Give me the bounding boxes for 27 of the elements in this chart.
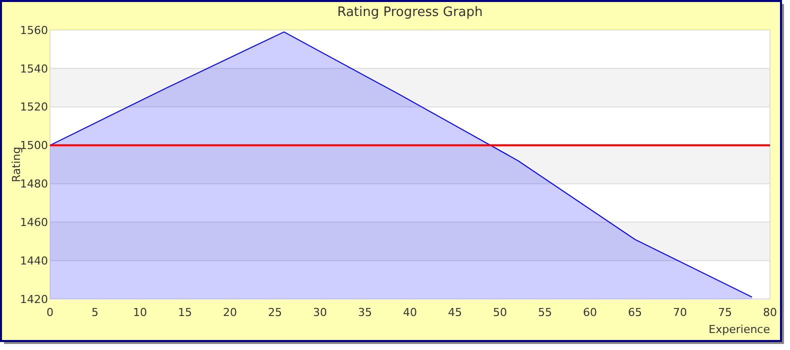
- y-tick-label: 1480: [20, 178, 48, 191]
- y-tick-label: 1560: [20, 24, 48, 37]
- y-tick-label: 1440: [20, 254, 48, 268]
- x-tick-label: 75: [718, 306, 732, 319]
- x-tick-label: 65: [628, 306, 642, 319]
- x-tick-label: 25: [268, 306, 282, 319]
- y-tick-label: 1540: [20, 62, 48, 76]
- x-tick-label: 55: [538, 306, 552, 319]
- x-tick-label: 10: [133, 306, 147, 319]
- x-tick-label: 80: [763, 306, 777, 319]
- x-tick-label: 5: [92, 306, 98, 319]
- y-tick-label: 1520: [20, 100, 48, 114]
- x-tick-label: 30: [313, 306, 327, 319]
- x-tick-label: 15: [178, 306, 192, 319]
- y-tick-label: 1460: [20, 216, 48, 229]
- y-axis-title: Rating: [10, 146, 23, 182]
- x-tick-label: 35: [358, 306, 372, 319]
- y-tick-label: 1420: [20, 292, 48, 306]
- x-tick-label: 40: [403, 306, 417, 319]
- x-axis-title: Experience: [708, 323, 770, 336]
- x-tick-label: 60: [583, 306, 597, 319]
- x-tick-label: 20: [223, 306, 237, 319]
- x-tick-label: 0: [46, 306, 54, 319]
- x-tick-label: 50: [493, 306, 507, 319]
- chart-title: Rating Progress Graph: [337, 5, 483, 20]
- x-tick-label: 70: [673, 306, 687, 319]
- x-tick-label: 45: [448, 306, 462, 319]
